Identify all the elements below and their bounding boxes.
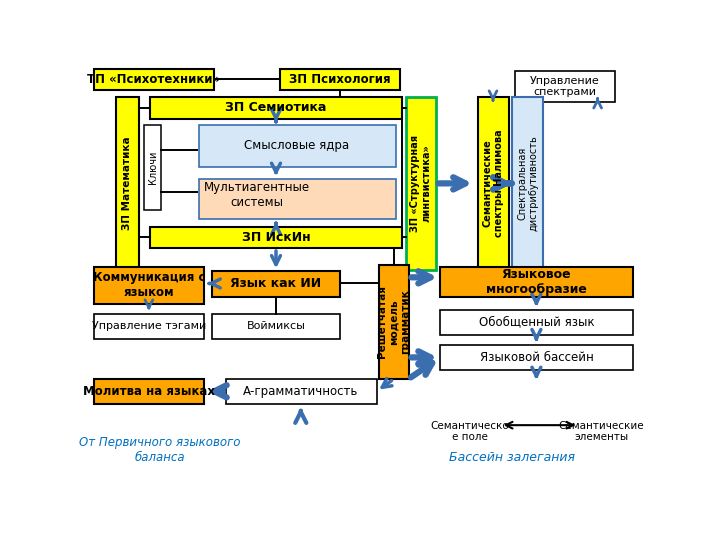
Text: Молитва на языках: Молитва на языках — [83, 385, 215, 398]
Text: Семантическо
е поле: Семантическо е поле — [431, 421, 509, 442]
Text: Решетчатая
модель
грамматик: Решетчатая модель грамматик — [377, 286, 410, 359]
Text: От Первичного языкового
баланса: От Первичного языкового баланса — [79, 436, 240, 464]
Bar — [199, 125, 396, 167]
Bar — [406, 97, 436, 271]
Bar — [150, 226, 402, 248]
Text: Смысловые ядра: Смысловые ядра — [244, 139, 349, 152]
Text: ЗП Математика: ЗП Математика — [122, 137, 132, 230]
Text: Воймиксы: Воймиксы — [246, 321, 305, 331]
Bar — [94, 267, 204, 303]
Text: А-грамматичность: А-грамматичность — [243, 385, 359, 398]
Bar — [441, 345, 632, 370]
Bar — [94, 69, 214, 90]
Text: ЗП ИскИн: ЗП ИскИн — [242, 231, 310, 244]
Text: Ключи: Ключи — [148, 151, 158, 184]
Text: Семантические
элементы: Семантические элементы — [559, 421, 644, 442]
Text: Управление
спектрами: Управление спектрами — [530, 76, 600, 97]
Bar — [441, 267, 632, 298]
Bar — [94, 314, 204, 339]
Text: ЗП Психология: ЗП Психология — [289, 73, 390, 86]
Bar — [150, 97, 402, 119]
Bar — [212, 314, 341, 339]
Text: Мультиагентные
системы: Мультиагентные системы — [204, 181, 310, 209]
Bar — [144, 125, 161, 210]
Text: ЗП «Структурная
лингвистика»: ЗП «Структурная лингвистика» — [410, 135, 432, 232]
Text: Управление тэгами: Управление тэгами — [91, 321, 206, 331]
Text: Спектральная
дистрибутивность: Спектральная дистрибутивность — [517, 136, 539, 231]
Text: Семантические
спектры Налимова: Семантические спектры Налимова — [482, 130, 504, 237]
Text: Бассейн залегания: Бассейн залегания — [449, 451, 575, 464]
Bar — [515, 71, 616, 102]
Bar — [199, 179, 396, 219]
Bar — [212, 271, 341, 296]
Text: Коммуникация с
языком: Коммуникация с языком — [93, 271, 205, 299]
Bar — [280, 69, 400, 90]
Text: Языковой бассейн: Языковой бассейн — [480, 351, 593, 364]
Bar — [225, 379, 377, 404]
Text: ЗП Семиотика: ЗП Семиотика — [225, 102, 327, 114]
Text: ТП «Психотехники»: ТП «Психотехники» — [87, 73, 220, 86]
Bar — [477, 97, 508, 271]
Text: Обобщенный язык: Обобщенный язык — [479, 315, 594, 328]
Bar — [441, 309, 632, 335]
Bar — [116, 97, 139, 271]
Text: Язык как ИИ: Язык как ИИ — [230, 277, 322, 290]
Text: Языковое
многообразие: Языковое многообразие — [486, 268, 587, 296]
Bar — [379, 265, 408, 379]
Bar — [513, 97, 544, 271]
Bar — [94, 379, 204, 404]
